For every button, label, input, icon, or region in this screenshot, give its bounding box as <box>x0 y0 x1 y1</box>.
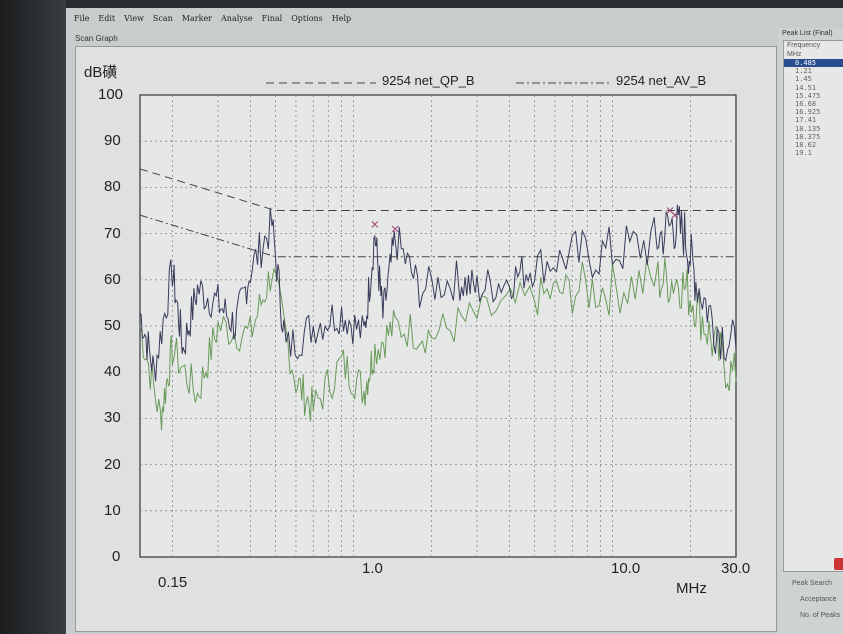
peak-marker <box>371 221 379 228</box>
y-tick-label: 40 <box>104 363 121 381</box>
right-panel: Peak List (Final) Frequency MHz 0.485 1.2… <box>778 28 843 634</box>
legend-qp-line <box>266 82 376 84</box>
peak-list-item[interactable]: 19.1 <box>795 149 812 158</box>
menu-view[interactable]: View <box>124 14 144 23</box>
peak-list-item[interactable]: 14.51 <box>795 83 817 92</box>
scan-graph: dB磺 9254 net_QP_B 9254 net_AV_B 0 10 20 30 4… <box>75 46 777 632</box>
x-unit: MHz <box>676 580 707 597</box>
menu-analyse[interactable]: Analyse <box>221 14 253 23</box>
y-tick-label: 0 <box>112 548 121 565</box>
menu-scan[interactable]: Scan <box>152 14 173 23</box>
x-tick-1.0: 1.0 <box>362 560 383 577</box>
peak-search-button[interactable]: Peak Search <box>792 580 833 587</box>
peak-list-item[interactable]: 16.925 <box>795 108 821 117</box>
scan-graph-title: Scan Graph <box>75 34 118 43</box>
y-tick-label: 90 <box>104 132 121 150</box>
y-tick-label: 60 <box>104 270 121 288</box>
acceptance-button[interactable]: Acceptance <box>800 596 837 603</box>
col-unit: MHz <box>787 51 802 58</box>
legend-qp: 9254 net_QP_B <box>382 73 475 88</box>
y-axis-label: dB磺 <box>84 64 118 81</box>
monitor-bezel <box>0 0 66 634</box>
peak-list-title: Peak List (Final) <box>782 30 833 37</box>
peak-marker <box>671 211 679 219</box>
col-frequency: Frequency <box>787 42 821 49</box>
peak-list[interactable]: Frequency MHz 0.485 1.21 1.45 14.51 15.475 16… <box>783 40 843 572</box>
y-tick-label: 30 <box>104 409 121 427</box>
menu-bar: File Edit View Scan Marker Analyse Final… <box>74 14 351 23</box>
delete-icon[interactable] <box>834 558 843 570</box>
no-of-peaks-button[interactable]: No. of Peaks <box>800 612 841 619</box>
menu-file[interactable]: File <box>74 14 90 23</box>
av-trace <box>139 257 737 431</box>
menu-help[interactable]: Help <box>331 14 352 23</box>
peak-list-item[interactable]: 18.375 <box>795 132 821 141</box>
app-window: File Edit View Scan Marker Analyse Final… <box>66 8 843 634</box>
x-tick-10.0: 10.0 <box>611 560 641 577</box>
y-tick-label: 100 <box>98 86 124 103</box>
y-tick-label: 70 <box>104 224 121 242</box>
peak-list-item[interactable]: 17.41 <box>795 116 817 125</box>
peak-list-item[interactable]: 18.62 <box>795 141 817 150</box>
peak-list-item[interactable]: 1.45 <box>795 75 812 84</box>
qp-trace <box>139 204 737 382</box>
peak-list-item[interactable]: 0.485 <box>784 59 843 68</box>
menu-final[interactable]: Final <box>261 14 283 23</box>
plot-area <box>139 94 737 558</box>
menu-options[interactable]: Options <box>291 14 323 23</box>
peak-list-item[interactable]: 16.68 <box>795 100 817 109</box>
legend-av: 9254 net_AV_B <box>616 73 707 88</box>
menu-edit[interactable]: Edit <box>98 14 116 23</box>
menu-marker[interactable]: Marker <box>181 14 213 23</box>
y-tick-label: 80 <box>104 178 121 196</box>
y-tick-label: 20 <box>104 455 121 473</box>
y-tick-label: 10 <box>104 501 121 519</box>
peak-list-item[interactable]: 15.475 <box>795 91 821 100</box>
peak-list-item[interactable]: 18.135 <box>795 124 821 133</box>
legend-av-line <box>516 82 611 84</box>
x-tick-0.15: 0.15 <box>158 574 188 591</box>
y-tick-label: 50 <box>104 317 121 334</box>
av-limit-line <box>139 214 736 258</box>
peak-list-item[interactable]: 1.21 <box>795 67 812 76</box>
x-tick-30.0: 30.0 <box>721 560 751 577</box>
qp-limit-line <box>139 168 736 211</box>
peak-marker <box>391 225 399 233</box>
